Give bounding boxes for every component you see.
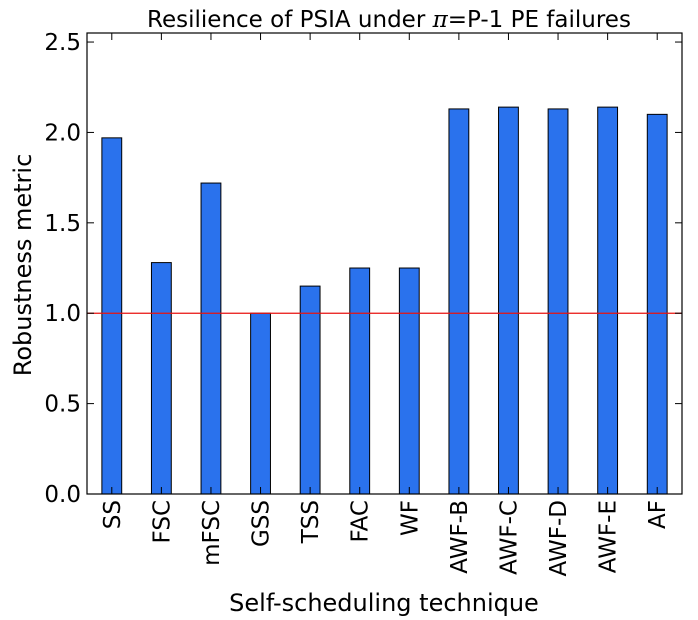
bar-awf-e [597,106,619,495]
bar-af [646,113,668,495]
y-axis-label: Robustness metric [9,154,37,377]
x-tick-label: AF [645,500,671,529]
y-tick-label: 0.5 [44,392,81,418]
bar-ss [101,137,123,495]
bar-wf [398,267,420,495]
x-tick-label: FAC [348,500,374,543]
plot-frame [86,32,683,495]
y-tick-label: 1.0 [44,301,81,327]
bars-group [101,106,668,495]
bar-awf-d [547,108,569,495]
y-tick-label: 1.5 [44,211,81,237]
x-axis-label: Self-scheduling technique [229,589,539,617]
x-tick-label: AWF-C [496,500,522,575]
y-tick-label: 0.0 [44,482,81,508]
bar-awf-c [498,106,519,495]
x-tick-label: AWF-B [447,500,473,574]
x-tick-label: GSS [249,500,275,547]
x-axis: SS FSC mFSC GSS TSS FAC WF AWF-B AWF-C AWF-D AWF-E… [100,33,671,576]
x-tick-label: WF [397,500,423,536]
x-tick-label: mFSC [199,500,225,566]
x-tick-label: TSS [298,500,324,544]
bar-fac [349,267,371,495]
x-tick-label: FSC [149,500,175,543]
x-tick-label: SS [100,500,126,529]
x-tick-label: AWF-E [596,500,622,573]
x-tick-label: AWF-D [546,500,572,576]
bar-gss [250,312,271,495]
y-axis: 0.0 0.5 1.0 1.5 2.0 2.5 [44,30,682,508]
y-tick-label: 2.5 [44,30,81,56]
chart-title: Resilience of PSIA under π=P-1 PE failur… [147,7,631,33]
y-tick-label: 2.0 [44,120,81,146]
bar-awf-b [448,108,470,495]
bar-mfsc [200,182,222,495]
title-pi-symbol: π [432,7,449,33]
bar-tss [299,285,321,495]
bar-fsc [150,262,172,495]
